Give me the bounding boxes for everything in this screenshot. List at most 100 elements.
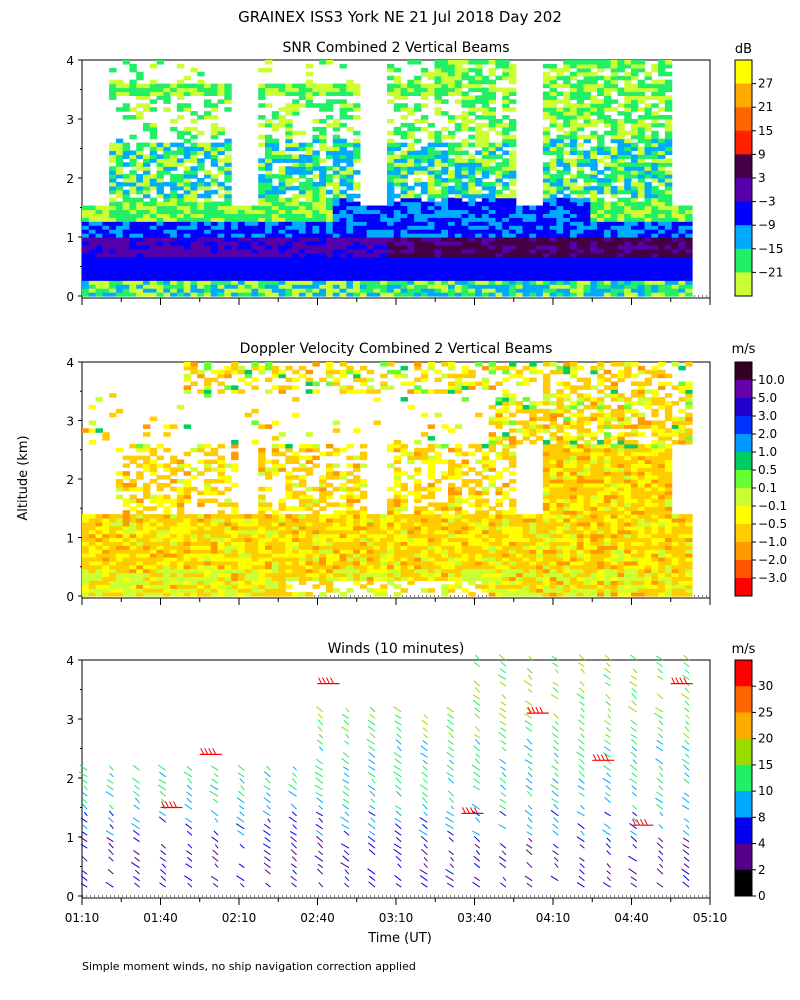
snr-cell [522,229,530,234]
doppler-cell [265,467,273,472]
doppler-cell [265,549,273,554]
snr-cell [420,95,429,100]
snr-cell [292,264,300,270]
snr-cell [509,71,517,77]
snr-cell [576,213,585,218]
doppler-cell [102,572,110,578]
snr-cell [556,260,564,266]
doppler-cell [292,545,300,550]
snr-cell [217,288,225,293]
doppler-cell [183,365,192,371]
snr-cell [644,229,652,234]
snr-cell [631,205,639,211]
snr-cell [637,185,646,191]
snr-cell [210,240,219,246]
snr-cell [529,280,537,285]
doppler-cell [217,510,225,515]
snr-cell [258,217,266,222]
doppler-cell [278,525,286,531]
snr-cell [292,185,300,191]
snr-cell [570,63,578,69]
snr-cell [481,276,490,281]
doppler-cell [204,365,212,371]
doppler-cell [183,580,192,585]
snr-cell [136,197,144,203]
doppler-cell [163,584,171,589]
snr-cell [610,79,619,85]
snr-cell [332,166,341,171]
snr-cell [644,205,652,211]
snr-cell [678,276,686,281]
doppler-cell [102,432,110,437]
doppler-cell [149,514,158,519]
doppler-cell [122,471,131,476]
snr-cell [549,111,558,116]
snr-cell [163,154,171,159]
snr-cell [427,193,436,199]
snr-cell [88,280,97,285]
snr-cell [420,272,429,277]
snr-cell [427,189,436,195]
doppler-cell [217,459,225,464]
snr-cell [414,193,422,199]
snr-cell [658,146,666,152]
snr-cell [170,233,178,238]
snr-cell [163,240,171,246]
doppler-cell [285,482,293,488]
snr-cell [651,185,659,191]
doppler-field [82,362,693,597]
doppler-cell [285,447,293,453]
snr-cell [549,197,558,203]
snr-cell [617,150,625,155]
snr-cell [454,276,463,281]
snr-cell [400,185,408,191]
snr-cell [448,130,456,136]
y-tick-label: 3 [66,113,74,127]
doppler-cell [278,549,286,554]
snr-cell [393,288,402,293]
snr-cell [576,154,585,159]
doppler-cell [163,521,171,527]
doppler-cell [278,498,286,503]
snr-cell [346,178,354,183]
snr-cell [549,158,558,163]
snr-cell [631,130,639,136]
snr-cell [319,60,327,65]
doppler-cell [312,381,320,386]
snr-cell [244,213,253,218]
snr-cell [448,119,456,124]
snr-cell [176,288,185,293]
snr-cell [597,103,605,108]
snr-cell [427,276,436,281]
doppler-cell [156,592,164,597]
snr-cell [407,292,415,297]
doppler-cell [170,514,178,519]
doppler-cell [156,560,164,566]
snr-cell [454,256,463,262]
snr-cell [610,217,619,222]
snr-cell [549,260,558,266]
doppler-cell [224,576,232,581]
snr-cell [217,272,225,277]
doppler-cell [237,553,246,558]
snr-cell [495,233,503,238]
snr-cell [265,209,273,214]
snr-cell [197,276,205,281]
doppler-cell [231,592,239,597]
snr-cell [332,138,341,144]
snr-cell [631,181,639,187]
snr-cell [312,150,320,155]
snr-cell [576,209,585,214]
doppler-cell [278,545,286,550]
snr-cell [414,260,422,266]
snr-cell [305,217,314,222]
snr-cell [461,260,469,266]
snr-cell [109,174,117,179]
snr-cell [481,111,490,116]
snr-cell [434,162,442,167]
snr-cell [441,197,449,203]
doppler-cell [109,549,117,554]
snr-cell [387,280,395,285]
snr-cell [217,99,225,104]
snr-cell [190,91,198,96]
